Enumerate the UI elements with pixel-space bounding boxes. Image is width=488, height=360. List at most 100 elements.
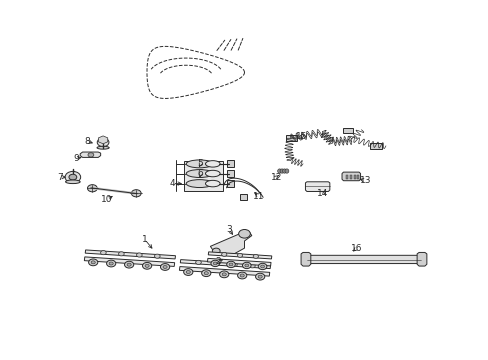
Circle shape bbox=[213, 262, 217, 265]
Circle shape bbox=[255, 273, 264, 280]
Text: 4: 4 bbox=[169, 179, 175, 188]
Text: 14: 14 bbox=[316, 189, 327, 198]
Polygon shape bbox=[85, 250, 175, 259]
Circle shape bbox=[258, 263, 266, 270]
Ellipse shape bbox=[205, 170, 220, 177]
Circle shape bbox=[226, 261, 235, 267]
Polygon shape bbox=[306, 255, 420, 264]
Ellipse shape bbox=[285, 169, 288, 173]
Ellipse shape bbox=[186, 160, 213, 168]
Circle shape bbox=[238, 229, 250, 238]
Circle shape bbox=[154, 254, 160, 258]
Ellipse shape bbox=[280, 169, 284, 173]
Text: 8: 8 bbox=[84, 137, 90, 146]
Circle shape bbox=[145, 264, 149, 267]
Bar bbox=[353, 175, 355, 179]
Circle shape bbox=[210, 260, 219, 267]
Polygon shape bbox=[183, 161, 222, 192]
Circle shape bbox=[221, 252, 226, 256]
Text: 3: 3 bbox=[225, 225, 231, 234]
Bar bbox=[356, 175, 358, 179]
Circle shape bbox=[231, 262, 237, 267]
Circle shape bbox=[88, 259, 98, 266]
Ellipse shape bbox=[97, 146, 109, 149]
Ellipse shape bbox=[186, 170, 213, 177]
Circle shape bbox=[69, 174, 77, 180]
Text: 11: 11 bbox=[253, 192, 264, 201]
Circle shape bbox=[101, 251, 106, 255]
Circle shape bbox=[249, 264, 255, 268]
Polygon shape bbox=[239, 194, 246, 200]
Text: 12: 12 bbox=[270, 173, 281, 182]
Polygon shape bbox=[180, 260, 270, 269]
Polygon shape bbox=[369, 143, 382, 149]
Circle shape bbox=[258, 275, 262, 278]
Circle shape bbox=[124, 261, 134, 268]
Ellipse shape bbox=[277, 169, 281, 173]
Text: 7: 7 bbox=[57, 173, 63, 182]
Text: 16: 16 bbox=[350, 244, 362, 253]
Text: 9: 9 bbox=[73, 154, 79, 163]
Ellipse shape bbox=[205, 161, 220, 167]
Ellipse shape bbox=[205, 180, 220, 187]
Circle shape bbox=[109, 262, 113, 265]
Polygon shape bbox=[80, 152, 101, 157]
Bar bbox=[345, 175, 347, 179]
Polygon shape bbox=[342, 128, 352, 133]
Ellipse shape bbox=[65, 180, 80, 184]
Text: 5: 5 bbox=[197, 159, 203, 168]
Polygon shape bbox=[84, 257, 174, 266]
Circle shape bbox=[88, 153, 94, 157]
Circle shape bbox=[106, 260, 116, 267]
Text: 6: 6 bbox=[197, 169, 203, 178]
Polygon shape bbox=[179, 266, 269, 276]
Circle shape bbox=[237, 253, 242, 257]
Circle shape bbox=[131, 190, 141, 197]
Circle shape bbox=[183, 269, 192, 275]
Circle shape bbox=[240, 274, 244, 277]
Circle shape bbox=[118, 252, 124, 256]
Circle shape bbox=[213, 261, 219, 266]
Bar bbox=[349, 175, 351, 179]
Text: 10: 10 bbox=[101, 195, 113, 204]
Circle shape bbox=[242, 262, 250, 269]
Text: 15: 15 bbox=[296, 132, 307, 141]
Circle shape bbox=[87, 185, 97, 192]
Circle shape bbox=[222, 273, 226, 276]
Polygon shape bbox=[208, 252, 271, 259]
Polygon shape bbox=[341, 172, 360, 181]
Polygon shape bbox=[207, 258, 270, 266]
Ellipse shape bbox=[282, 169, 286, 173]
Polygon shape bbox=[416, 252, 426, 266]
Text: 13: 13 bbox=[359, 176, 370, 185]
Circle shape bbox=[219, 271, 228, 278]
Circle shape bbox=[65, 171, 81, 183]
Polygon shape bbox=[285, 135, 296, 141]
Text: 2: 2 bbox=[214, 257, 220, 266]
Circle shape bbox=[127, 263, 131, 266]
Circle shape bbox=[91, 261, 95, 264]
Circle shape bbox=[163, 265, 167, 269]
Circle shape bbox=[142, 262, 151, 269]
Circle shape bbox=[201, 270, 210, 276]
Circle shape bbox=[244, 264, 248, 267]
Circle shape bbox=[229, 263, 232, 266]
Circle shape bbox=[186, 270, 190, 274]
Circle shape bbox=[204, 272, 208, 275]
Circle shape bbox=[260, 265, 264, 268]
Polygon shape bbox=[227, 160, 233, 167]
Circle shape bbox=[237, 272, 246, 279]
Polygon shape bbox=[227, 170, 233, 177]
Text: 1: 1 bbox=[142, 235, 147, 244]
Ellipse shape bbox=[186, 180, 213, 188]
Polygon shape bbox=[210, 232, 251, 253]
Polygon shape bbox=[301, 252, 310, 266]
Circle shape bbox=[97, 138, 109, 147]
Circle shape bbox=[212, 248, 220, 254]
Circle shape bbox=[195, 260, 201, 265]
Polygon shape bbox=[227, 180, 233, 187]
Circle shape bbox=[160, 264, 169, 270]
Polygon shape bbox=[305, 182, 329, 192]
Circle shape bbox=[136, 253, 142, 257]
Circle shape bbox=[253, 255, 258, 258]
